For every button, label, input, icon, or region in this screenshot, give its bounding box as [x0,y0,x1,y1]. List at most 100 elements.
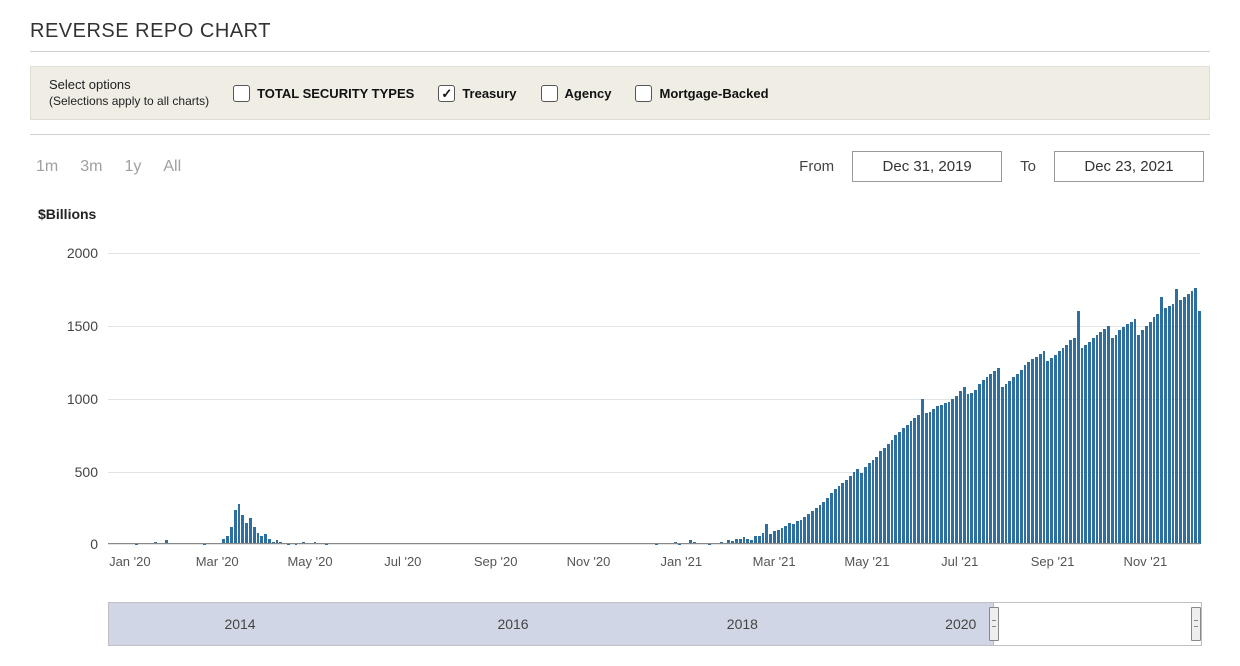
bar [872,460,875,545]
options-label-line2: (Selections apply to all charts) [49,94,209,110]
bar [811,511,814,545]
bar [955,396,958,545]
options-label-line1: Select options [49,77,209,94]
bar [875,457,878,544]
bar [963,387,966,544]
bar [970,393,973,545]
navigator-year-label: 2014 [224,616,255,632]
bar [1016,374,1019,544]
y-tick-label: 0 [38,536,98,552]
bar [974,390,977,544]
option-total[interactable]: TOTAL SECURITY TYPES [233,85,414,102]
navigator-year-label: 2018 [727,616,758,632]
bar [978,384,981,544]
option-mbs[interactable]: Mortgage-Backed [635,85,768,102]
bar [796,521,799,544]
bar [1194,288,1197,544]
x-tick-label: Nov '21 [1124,554,1168,569]
bar [765,524,768,544]
to-date-input[interactable]: Dec 23, 2021 [1054,151,1204,182]
bar [989,374,992,544]
bar [917,415,920,545]
bar [1027,362,1030,544]
bar [781,528,784,544]
option-treasury[interactable]: Treasury [438,85,516,102]
checkbox-mbs[interactable] [635,85,652,102]
bar [959,391,962,544]
bar [241,515,244,544]
bar [834,489,837,544]
bar [830,493,833,544]
checkbox-agency[interactable] [541,85,558,102]
bar [1172,304,1175,544]
option-mbs-label: Mortgage-Backed [659,86,768,101]
navigator-handle-left[interactable] [989,607,999,641]
navigator-year-label: 2016 [497,616,528,632]
checkbox-total[interactable] [233,85,250,102]
x-tick-label: May '20 [287,554,332,569]
bar [944,403,947,544]
y-axis-title: $Billions [38,206,1210,222]
navigator-handle-right[interactable] [1191,607,1201,641]
options-bar: Select options (Selections apply to all … [30,66,1210,120]
bar [1198,311,1201,544]
bar [1115,335,1118,545]
bar [1103,329,1106,545]
bar [234,510,237,545]
bar [1001,387,1004,544]
bar [1031,359,1034,544]
bar [856,469,859,545]
x-tick-label: Jul '21 [941,554,978,569]
bar-series [108,238,1200,544]
bar [1145,326,1148,545]
range-3m[interactable]: 3m [80,158,102,176]
bar [1005,384,1008,544]
plot-inner [108,238,1200,544]
option-agency[interactable]: Agency [541,85,612,102]
gridline [108,544,1200,545]
bar [1107,326,1110,545]
bar [1035,357,1038,545]
bar [815,508,818,544]
bar [1084,345,1087,545]
range-buttons: 1m 3m 1y All [36,158,181,176]
bar [1175,289,1178,544]
bar [792,524,795,544]
x-tick-label: Sep '21 [1031,554,1075,569]
bar [951,399,954,545]
x-tick-label: Jan '20 [109,554,151,569]
x-tick-label: May '21 [844,554,889,569]
plot-area[interactable]: 0500100015002000 Jan '20Mar '20May '20Ju… [38,228,1210,568]
range-row: 1m 3m 1y All From Dec 31, 2019 To Dec 23… [30,135,1210,192]
bar [803,517,806,545]
bar [1081,348,1084,545]
bar [230,527,233,544]
range-1m[interactable]: 1m [36,158,58,176]
range-1y[interactable]: 1y [124,158,141,176]
bar [1043,351,1046,545]
bar [1156,314,1159,544]
checkbox-treasury[interactable] [438,85,455,102]
x-tick-label: Nov '20 [567,554,611,569]
bar [1168,306,1171,545]
bar [1153,317,1156,544]
bar [249,518,252,544]
bar [932,409,935,545]
bar [1187,294,1190,545]
bar [1130,322,1133,545]
bar [1046,361,1049,545]
bar [1118,330,1121,544]
bar [1024,365,1027,544]
range-all[interactable]: All [163,158,181,176]
bar [902,428,905,545]
bar [1134,319,1137,545]
from-date-input[interactable]: Dec 31, 2019 [852,151,1002,182]
bar [1191,291,1194,545]
bar [253,527,256,544]
bar [925,413,928,544]
bar [1054,355,1057,544]
bar [777,530,780,545]
navigator[interactable]: 2014201620182020 [108,602,1202,646]
y-tick-label: 1000 [38,391,98,407]
from-label: From [799,158,834,175]
